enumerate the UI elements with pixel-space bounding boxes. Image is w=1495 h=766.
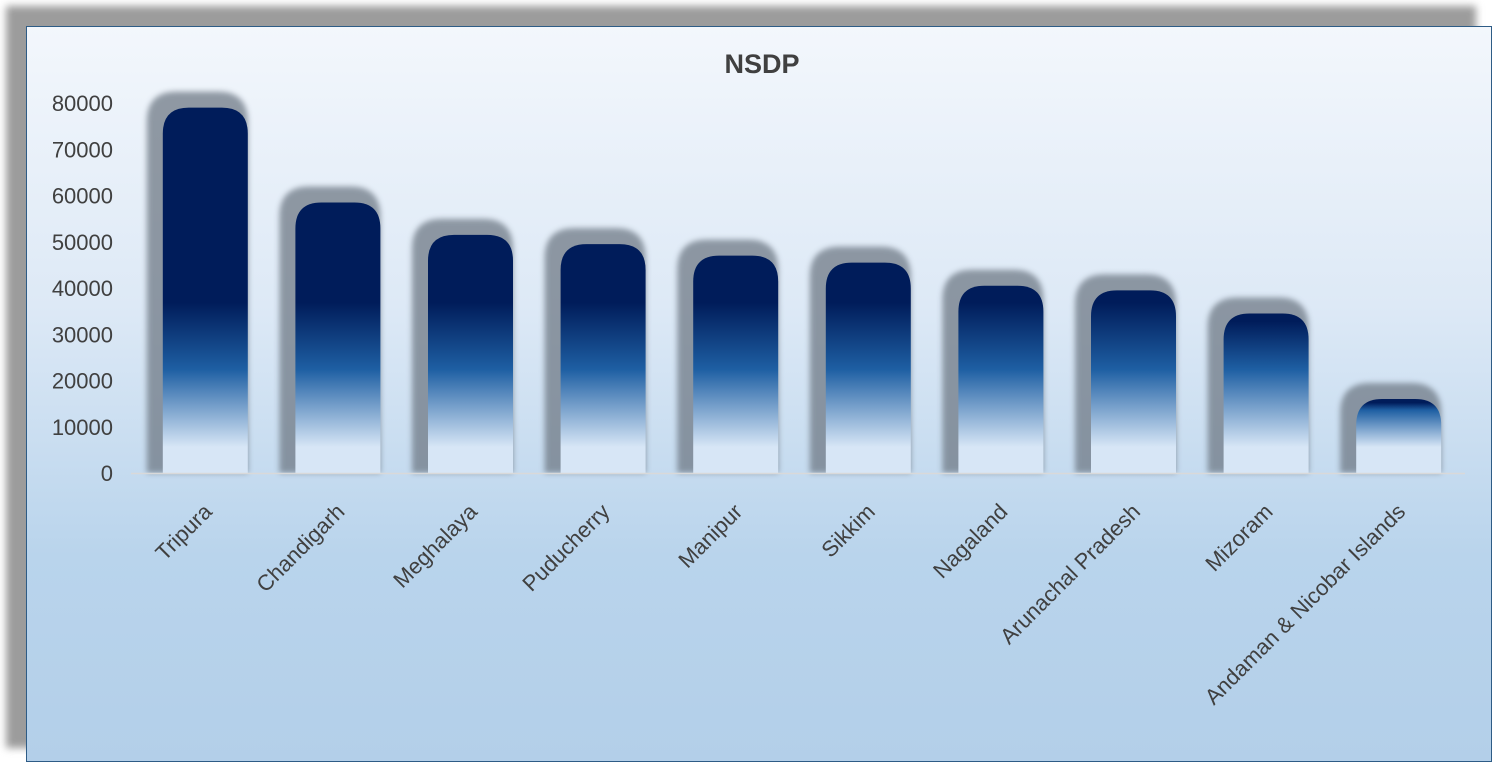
y-tick-label: 50000 xyxy=(52,230,113,255)
x-category-label: Meghalaya xyxy=(388,498,482,592)
x-category-label: Mizoram xyxy=(1200,499,1277,576)
bar xyxy=(1223,313,1309,473)
x-category-label: Tripura xyxy=(150,498,217,565)
x-category-label: Nagaland xyxy=(928,499,1012,583)
chart-area: NSDP 0 10000 20000 30000 40000 50000 60000 7000… xyxy=(26,26,1492,762)
y-tick-label: 70000 xyxy=(52,137,113,162)
x-category-label: Chandigarh xyxy=(251,499,349,597)
bar xyxy=(162,107,248,473)
bar xyxy=(428,234,513,473)
y-axis: 0 10000 20000 30000 40000 50000 60000 70000 8000… xyxy=(52,91,113,486)
x-axis: Tripura Chandigarh Meghalaya Puducherry Mani… xyxy=(150,498,1410,709)
bar xyxy=(693,255,779,473)
bar xyxy=(1091,290,1176,473)
y-tick-label: 80000 xyxy=(52,91,113,116)
x-category-label: Arunachal Pradesh xyxy=(995,499,1145,649)
x-category-label: Manipur xyxy=(673,499,747,573)
x-category-label: Sikkim xyxy=(816,499,879,562)
bar xyxy=(295,202,381,473)
bar-series xyxy=(146,91,1442,473)
y-tick-label: 10000 xyxy=(52,415,113,440)
y-tick-label: 60000 xyxy=(52,184,113,209)
y-tick-label: 0 xyxy=(101,461,113,486)
bar xyxy=(825,262,911,473)
bar xyxy=(560,244,646,473)
x-category-label: Puducherry xyxy=(517,499,614,596)
chart-title: NSDP xyxy=(724,49,799,79)
bar xyxy=(958,285,1044,473)
y-tick-label: 30000 xyxy=(52,322,113,347)
nsdp-bar-chart: NSDP 0 10000 20000 30000 40000 50000 60000 7000… xyxy=(52,49,1465,709)
y-tick-label: 20000 xyxy=(52,369,113,394)
y-tick-label: 40000 xyxy=(52,276,113,301)
bar xyxy=(1356,399,1442,473)
